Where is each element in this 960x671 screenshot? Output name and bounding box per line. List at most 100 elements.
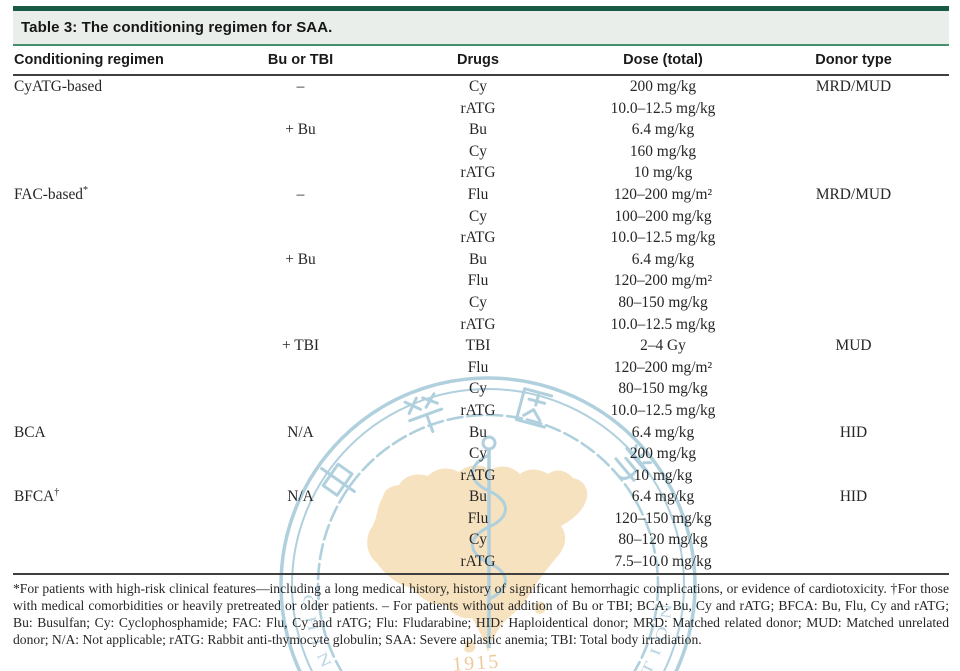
table-row: rATG 10.0–12.5 mg/kg	[13, 314, 949, 336]
table-row: Flu 120–200 mg/m²	[13, 357, 949, 379]
watermark-china-map	[367, 465, 588, 653]
cell-bu-or-tbi	[213, 141, 388, 163]
cell-bu-or-tbi: + Bu	[285, 121, 316, 139]
cell-regimen	[13, 98, 213, 120]
cell-bu-or-tbi	[213, 357, 388, 379]
cell-dose: 7.5–10.0 mg/kg	[614, 553, 712, 571]
table-row: Cy 160 mg/kg	[13, 141, 949, 163]
table-row: + Bu Bu 6.4 mg/kg	[13, 249, 949, 271]
table-header-row: Conditioning regimen Bu or TBI Drugs Dos…	[13, 46, 949, 74]
cell-dose: 80–150 mg/kg	[618, 380, 708, 398]
cell-donor	[758, 119, 949, 141]
cell-drug: Flu	[467, 509, 489, 527]
cell-regimen	[13, 508, 213, 530]
table-row: Cy 200 mg/kg	[13, 443, 949, 465]
cell-bu-or-tbi	[213, 98, 388, 120]
title-underline-rule	[13, 44, 949, 46]
cell-drug: Bu	[469, 423, 487, 441]
cell-dose: 80–150 mg/kg	[618, 293, 708, 311]
table-row: rATG 10 mg/kg	[13, 162, 949, 184]
table-row: rATG 7.5–10.0 mg/kg	[13, 551, 949, 573]
cell-bu-or-tbi	[213, 551, 388, 573]
table-footnote: *For patients with high-risk clinical fe…	[13, 581, 949, 647]
cell-bu-or-tbi: + TBI	[281, 337, 320, 355]
cjk-zhong	[320, 462, 356, 497]
table-row: Flu 120–200 mg/m²	[13, 270, 949, 292]
cell-regimen: FAC-based*	[14, 184, 88, 203]
cell-regimen	[13, 249, 213, 271]
watermark-circles	[279, 376, 697, 671]
column-header-conditioning-regimen: Conditioning regimen	[14, 52, 164, 68]
cell-donor	[758, 227, 949, 249]
cell-drug: rATG	[460, 229, 496, 247]
cell-bu-or-tbi: + Bu	[285, 250, 316, 268]
cell-drug: TBI	[465, 337, 491, 355]
table-title: Table 3: The conditioning regimen for SA…	[21, 19, 333, 36]
cell-regimen	[13, 400, 213, 422]
cell-drug: Cy	[469, 445, 487, 463]
cell-donor	[758, 249, 949, 271]
column-header-drugs: Drugs	[457, 52, 499, 68]
cell-dose: 120–200 mg/m²	[613, 358, 713, 376]
cell-dose: 6.4 mg/kg	[631, 121, 695, 139]
cell-drug: Bu	[469, 488, 487, 506]
cell-donor: HID	[839, 423, 868, 441]
cell-dose: 200 mg/kg	[629, 445, 697, 463]
cell-drug: rATG	[460, 99, 496, 117]
table-row: rATG 10 mg/kg	[13, 465, 949, 487]
cell-drug: Bu	[469, 250, 487, 268]
cell-donor	[758, 314, 949, 336]
cell-bu-or-tbi	[213, 465, 388, 487]
cell-donor	[758, 508, 949, 530]
header-rule	[13, 74, 949, 76]
cell-donor	[758, 98, 949, 120]
cell-bu-or-tbi	[213, 162, 388, 184]
cell-bu-or-tbi	[213, 270, 388, 292]
cell-dose: 6.4 mg/kg	[631, 250, 695, 268]
cell-drug: rATG	[460, 401, 496, 419]
cell-donor: MRD/MUD	[815, 185, 892, 203]
table-row: + TBI TBI 2–4 Gy MUD	[13, 335, 949, 357]
cell-regimen	[13, 314, 213, 336]
table-row: BFCA† N/A Bu 6.4 mg/kg HID	[13, 486, 949, 508]
cell-drug: Cy	[469, 207, 487, 225]
table-bottom-rule	[13, 573, 949, 575]
cell-donor	[758, 206, 949, 228]
cell-dose: 6.4 mg/kg	[631, 488, 695, 506]
cell-bu-or-tbi: –	[296, 78, 305, 95]
table-row: Cy 80–120 mg/kg	[13, 529, 949, 551]
cell-drug: Cy	[469, 293, 487, 311]
cell-drug: Flu	[467, 272, 489, 290]
cell-regimen	[13, 206, 213, 228]
table-row: BCA N/A Bu 6.4 mg/kg HID	[13, 422, 949, 444]
cell-bu-or-tbi: N/A	[287, 423, 314, 441]
cell-regimen	[13, 227, 213, 249]
cell-donor	[758, 465, 949, 487]
cell-regimen	[13, 270, 213, 292]
cjk-xue	[614, 444, 652, 482]
cell-donor	[758, 551, 949, 573]
cell-regimen	[13, 162, 213, 184]
cell-bu-or-tbi	[213, 508, 388, 530]
cell-dose: 80–120 mg/kg	[618, 531, 708, 549]
cell-bu-or-tbi	[213, 227, 388, 249]
cell-bu-or-tbi	[213, 206, 388, 228]
cell-bu-or-tbi: N/A	[287, 488, 314, 506]
table-body: CyATG-based – Cy 200 mg/kg MRD/MUD rATG …	[13, 76, 949, 573]
cjk-hua	[403, 392, 444, 433]
cell-dose: 120–200 mg/m²	[613, 272, 713, 290]
cell-drug: Cy	[469, 531, 487, 549]
cjk-yi	[514, 387, 554, 429]
table-title-band: Table 3: The conditioning regimen for SA…	[13, 11, 949, 44]
cell-drug: Flu	[467, 358, 489, 376]
cell-donor	[758, 443, 949, 465]
cell-donor	[758, 357, 949, 379]
cell-regimen	[13, 119, 213, 141]
cell-dose: 10 mg/kg	[633, 164, 693, 182]
cell-bu-or-tbi: –	[296, 185, 305, 203]
cell-dose: 10.0–12.5 mg/kg	[610, 401, 716, 419]
watermark-scalloped-ring	[316, 413, 660, 671]
cell-dose: 120–150 mg/kg	[614, 509, 712, 527]
cell-donor: HID	[839, 488, 868, 506]
